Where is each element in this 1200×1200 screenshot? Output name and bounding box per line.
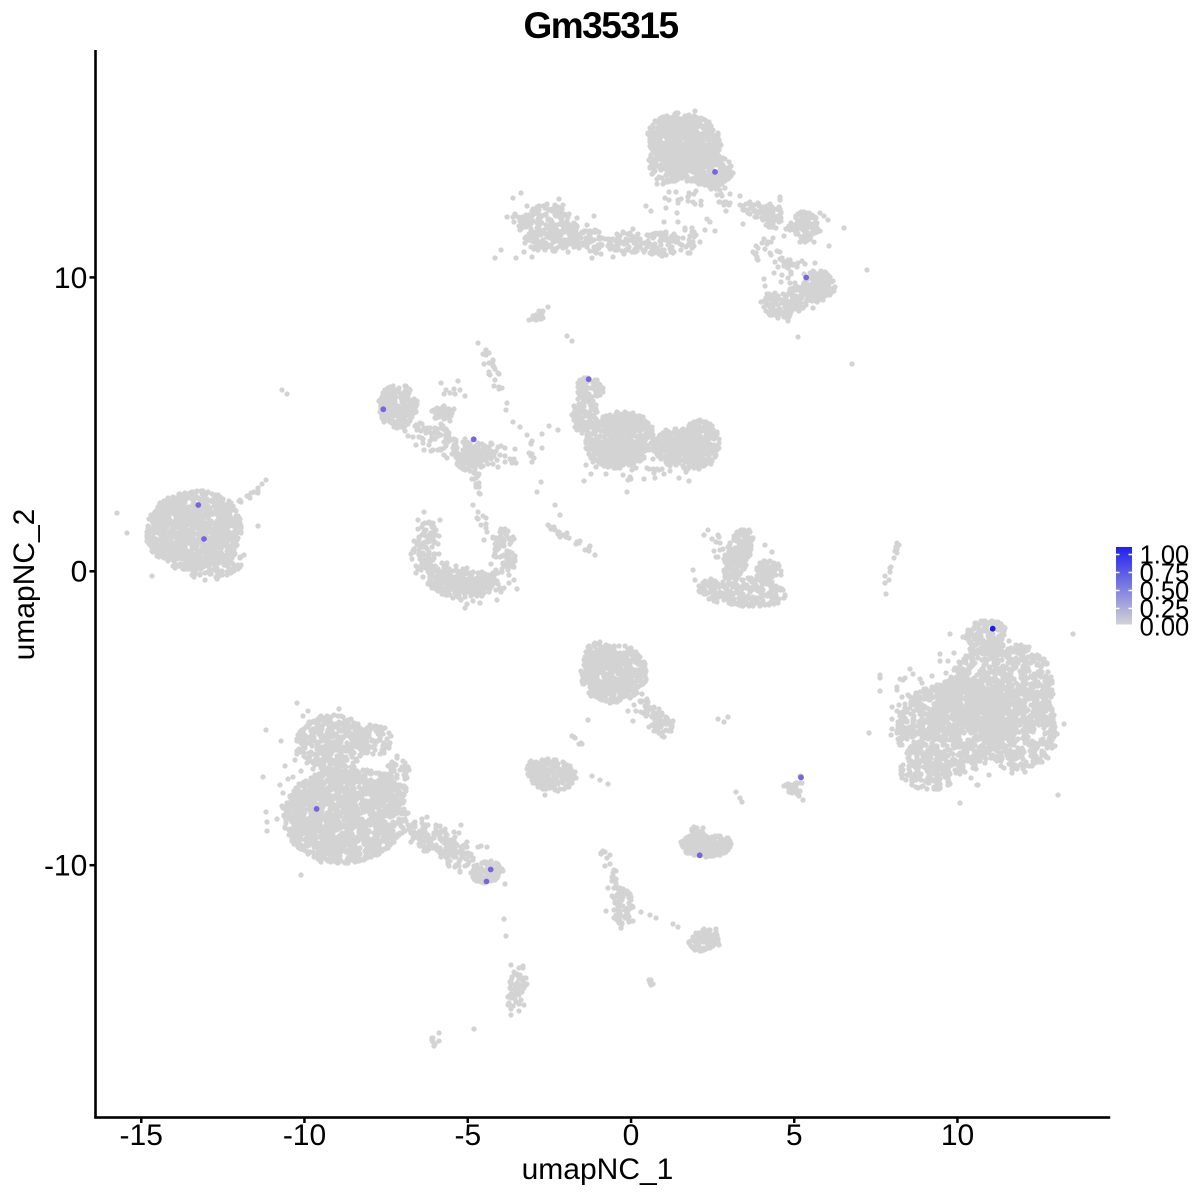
svg-text:1.00: 1.00 <box>1140 541 1190 569</box>
svg-text:umapNC_1: umapNC_1 <box>522 1153 674 1186</box>
svg-text:-10: -10 <box>44 850 87 883</box>
svg-text:0.50: 0.50 <box>1140 578 1190 606</box>
svg-text:10: 10 <box>941 1119 974 1152</box>
svg-text:0: 0 <box>71 556 88 589</box>
svg-text:5: 5 <box>786 1119 803 1152</box>
svg-text:-5: -5 <box>454 1119 481 1152</box>
svg-text:0.00: 0.00 <box>1140 613 1190 641</box>
svg-text:0.25: 0.25 <box>1140 596 1190 624</box>
svg-text:0: 0 <box>623 1119 640 1152</box>
svg-text:10: 10 <box>54 262 87 295</box>
svg-text:0.75: 0.75 <box>1140 559 1190 587</box>
svg-text:-15: -15 <box>120 1119 163 1152</box>
svg-text:Gm35315: Gm35315 <box>523 5 678 46</box>
svg-text:-10: -10 <box>283 1119 326 1152</box>
svg-text:umapNC_2: umapNC_2 <box>8 509 41 661</box>
